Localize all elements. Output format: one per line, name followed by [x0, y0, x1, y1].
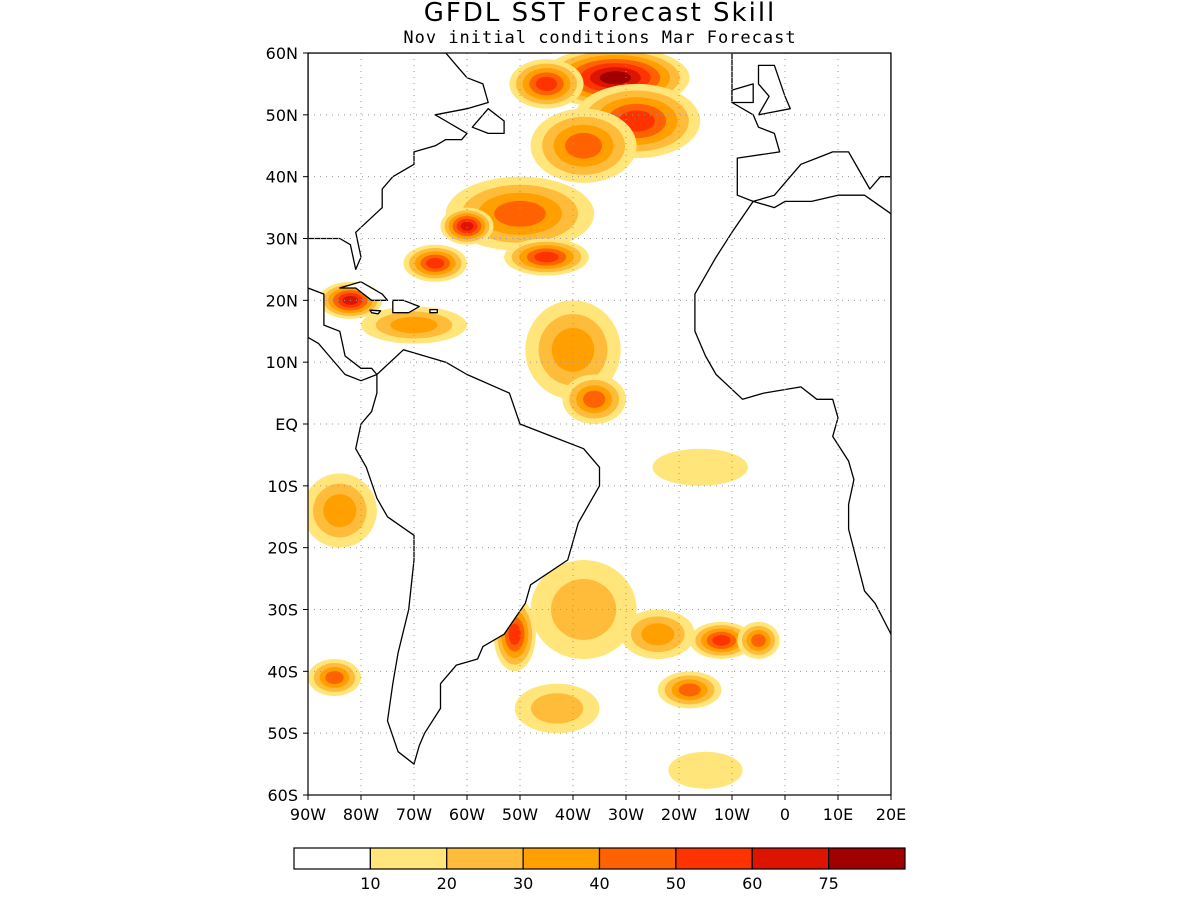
land-great-britain	[757, 64, 791, 116]
skill-region-17-level-5	[712, 635, 731, 646]
lon-tick-label: 90W	[290, 805, 326, 824]
skill-region-13-level-3	[323, 494, 357, 528]
lat-tick-label: 40S	[267, 662, 298, 681]
skill-region-16-level-3	[641, 623, 675, 646]
skill-region-0-level-7	[599, 71, 632, 85]
lat-tick-label: 50S	[267, 724, 298, 743]
colorbar-label-50: 50	[666, 874, 686, 893]
lat-tick-label: 30S	[267, 601, 298, 620]
lat-tick-label: 10N	[266, 353, 298, 372]
lon-tick-label: 10E	[823, 805, 853, 824]
colorbar-swatch-7	[828, 847, 906, 870]
colorbar-label-20: 20	[437, 874, 457, 893]
skill-region-7-level-5	[426, 257, 445, 269]
land-hispaniola	[392, 299, 420, 314]
lat-tick-label: 30N	[266, 230, 298, 249]
colorbar-swatch-5	[675, 847, 753, 870]
colorbar-label-30: 30	[513, 874, 533, 893]
skill-region-15-level-2	[550, 579, 617, 640]
skill-region-12-level-1	[652, 448, 748, 486]
skill-region-11-level-4	[583, 390, 606, 408]
land-south-america	[355, 349, 601, 765]
land-jamaica	[369, 309, 382, 315]
chart-subtitle: Nov initial conditions Mar Forecast	[403, 28, 797, 48]
axis-labels: 60N 50N 40N 30N 20N 10N EQ 10S 20S 30S 40S 50S 60S90…	[266, 44, 907, 824]
colorbar-swatch-3	[522, 847, 601, 870]
lat-tick-label: 60N	[266, 44, 298, 63]
skill-region-21-level-2	[531, 693, 584, 724]
skill-region-18-level-4	[678, 683, 701, 697]
lon-tick-label: 50W	[502, 805, 538, 824]
skill-region-22-level-1	[668, 751, 743, 789]
lat-tick-label: 20N	[266, 291, 298, 310]
skill-region-1-level-5	[535, 76, 558, 91]
lat-tick-label: 50N	[266, 106, 298, 125]
land-europe	[731, 53, 891, 203]
lon-tick-label: 10W	[714, 805, 750, 824]
skill-region-3-level-4	[565, 132, 603, 159]
land-central-america	[308, 287, 378, 382]
skill-region-10-level-3	[551, 327, 595, 372]
colorbar-label-40: 40	[589, 874, 609, 893]
lat-tick-label: 20S	[267, 539, 298, 558]
skill-region-4-level-4	[494, 200, 546, 227]
skill-region-20-level-4	[325, 671, 344, 684]
land-layer	[308, 16, 891, 765]
skill-region-6-level-5	[534, 251, 559, 263]
colorbar-label-10: 10	[360, 874, 380, 893]
land-iceland	[658, 16, 716, 35]
colorbar-swatch-0	[293, 847, 371, 870]
land-puerto-rico	[429, 308, 438, 314]
land-africa	[694, 194, 891, 635]
land-greenland	[487, 53, 554, 54]
skill-region-19-level-4	[751, 633, 766, 647]
lat-tick-label: 60S	[267, 786, 298, 805]
land-ireland	[731, 83, 754, 104]
lon-tick-label: 60W	[449, 805, 485, 824]
colorbar: 10 20 30 40 50 60 75	[293, 847, 906, 893]
skill-region-5-level-6	[460, 221, 474, 231]
colorbar-swatch-4	[598, 847, 677, 870]
lat-tick-label: EQ	[275, 415, 298, 434]
colorbar-swatch-1	[369, 847, 448, 870]
chart-title: GFDL SST Forecast Skill	[423, 0, 777, 28]
lat-tick-label: 10S	[267, 477, 298, 496]
land-newfoundland	[471, 108, 505, 135]
lon-tick-label: 80W	[343, 805, 379, 824]
lat-tick-label: 40N	[266, 168, 298, 187]
lon-tick-label: 40W	[555, 805, 591, 824]
colorbar-swatch-2	[446, 847, 524, 870]
colorbar-label-60: 60	[742, 874, 762, 893]
colorbar-swatch-6	[751, 847, 830, 870]
lon-tick-label: 20E	[876, 805, 906, 824]
lon-tick-label: 0	[780, 805, 790, 824]
skill-region-9-level-3	[390, 316, 438, 334]
lon-tick-label: 70W	[396, 805, 432, 824]
land-north-america	[308, 53, 489, 271]
grid-layer	[308, 53, 891, 795]
lon-tick-label: 30W	[608, 805, 644, 824]
lon-tick-label: 20W	[661, 805, 697, 824]
colorbar-label-75: 75	[818, 874, 838, 893]
skill-fill-layer	[308, 53, 780, 789]
skill-region-14-level-5	[508, 623, 521, 645]
